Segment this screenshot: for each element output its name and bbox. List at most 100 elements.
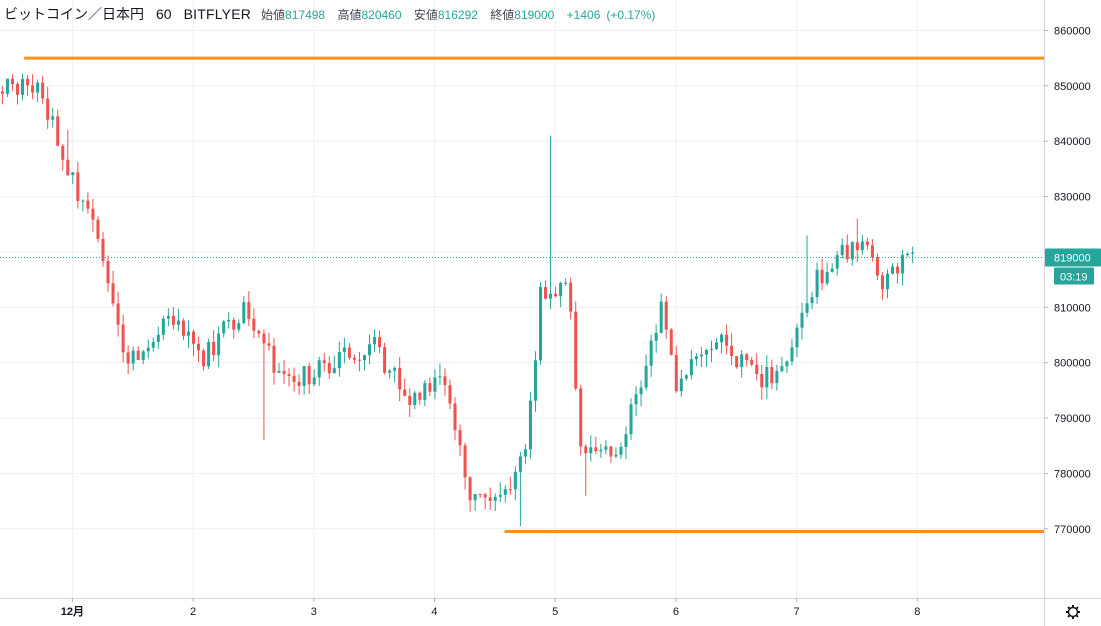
candle-body <box>669 329 673 355</box>
candle-body <box>262 333 266 344</box>
candle-body <box>222 321 226 334</box>
candle-body <box>327 362 331 374</box>
candle-body <box>599 449 603 452</box>
candle-body <box>785 361 789 367</box>
candle-body <box>106 261 110 284</box>
candle-body <box>810 297 814 304</box>
candle-body <box>247 302 251 319</box>
candle-body <box>101 238 105 262</box>
candle-body <box>317 360 321 378</box>
candle-body <box>584 446 588 454</box>
low-label: 安値 <box>413 7 438 22</box>
candle-body <box>896 266 900 274</box>
candle-body <box>146 347 150 352</box>
candle-body <box>755 364 759 374</box>
candle-body <box>438 376 442 378</box>
candle-body <box>31 85 35 93</box>
candle-body <box>735 356 739 368</box>
candle-body <box>282 370 286 374</box>
candle-body <box>191 331 196 344</box>
candle-body <box>629 404 633 435</box>
candle-body <box>569 282 573 312</box>
candle-body <box>252 318 256 331</box>
x-tick-label: 4 <box>431 606 437 618</box>
gear-icon[interactable] <box>1066 605 1080 619</box>
y-tick-label: 800000 <box>1054 358 1091 370</box>
candle-body <box>307 366 311 385</box>
candle-body <box>242 302 246 324</box>
price-tags: 819000 03:19 <box>1045 248 1101 619</box>
candle-body <box>41 82 45 99</box>
candle-body <box>644 365 648 388</box>
candle-body <box>805 303 809 313</box>
ohlc-values: 始値817498 高値820460 安値816292 終値819000 +140… <box>261 6 661 23</box>
candle-body <box>0 91 4 94</box>
x-tick-label: 8 <box>914 606 920 618</box>
candle-body <box>699 354 703 357</box>
x-tick-label: 12月 <box>61 605 84 618</box>
close-value: 819000 <box>514 7 555 22</box>
candle-body <box>347 347 351 358</box>
candle-body <box>513 471 517 490</box>
candle-body <box>232 319 236 330</box>
candle-body <box>428 383 432 392</box>
candle-body <box>332 368 336 374</box>
candle-body <box>337 352 341 369</box>
candle-body <box>453 403 457 431</box>
y-tick-label: 810000 <box>1054 302 1091 314</box>
candle-body <box>885 273 890 290</box>
y-tick-label: 830000 <box>1054 192 1091 204</box>
candle-body <box>15 84 20 95</box>
candle-body <box>111 283 115 304</box>
candle-body <box>498 494 502 497</box>
exchange-label: BITFLYER <box>183 6 252 22</box>
x-tick-label: 7 <box>794 606 800 618</box>
candle-body <box>564 282 568 284</box>
candle-body <box>720 334 724 343</box>
candle-body <box>357 359 361 361</box>
candle-body <box>579 388 583 447</box>
candle-body <box>614 454 618 457</box>
candle-body <box>745 354 749 361</box>
grid-lines <box>0 0 1044 598</box>
candle-body <box>855 242 859 251</box>
candle-body <box>5 78 9 94</box>
candle-body <box>770 367 774 384</box>
candle-body <box>654 332 658 341</box>
candle-body <box>136 350 140 361</box>
candle-body <box>217 333 221 356</box>
candle-body <box>383 347 387 373</box>
interval-label[interactable]: 60 <box>156 6 172 22</box>
change-value: +1406 <box>566 7 601 22</box>
candle-body <box>554 293 558 297</box>
candle-body <box>740 354 744 368</box>
candle-body <box>66 159 70 176</box>
candle-body <box>121 324 125 353</box>
candle-body <box>10 78 14 85</box>
legend-header: ビットコイン／日本円 60 BITFLYER 始値817498 高値820460… <box>0 0 1044 28</box>
y-tick-label: 860000 <box>1054 25 1091 37</box>
candle-body <box>609 446 613 457</box>
candle-body <box>212 341 216 356</box>
symbol-name[interactable]: ビットコイン／日本円 <box>4 6 144 22</box>
candle-body <box>835 255 839 269</box>
open-label: 始値 <box>261 7 286 22</box>
candle-body <box>574 311 578 389</box>
candles <box>0 73 915 527</box>
candle-body <box>725 334 729 346</box>
candle-body <box>373 337 377 345</box>
candle-body <box>287 373 291 376</box>
candle-body <box>815 269 819 298</box>
candle-body <box>156 334 160 342</box>
candle-body <box>96 219 100 239</box>
candle-body <box>51 116 55 120</box>
candle-body <box>91 208 95 220</box>
candle-body <box>71 172 75 176</box>
candle-body <box>780 366 784 372</box>
price-axis-bg <box>1044 0 1101 626</box>
candle-body <box>775 371 779 384</box>
candle-body <box>418 392 422 400</box>
candle-body <box>277 370 281 373</box>
